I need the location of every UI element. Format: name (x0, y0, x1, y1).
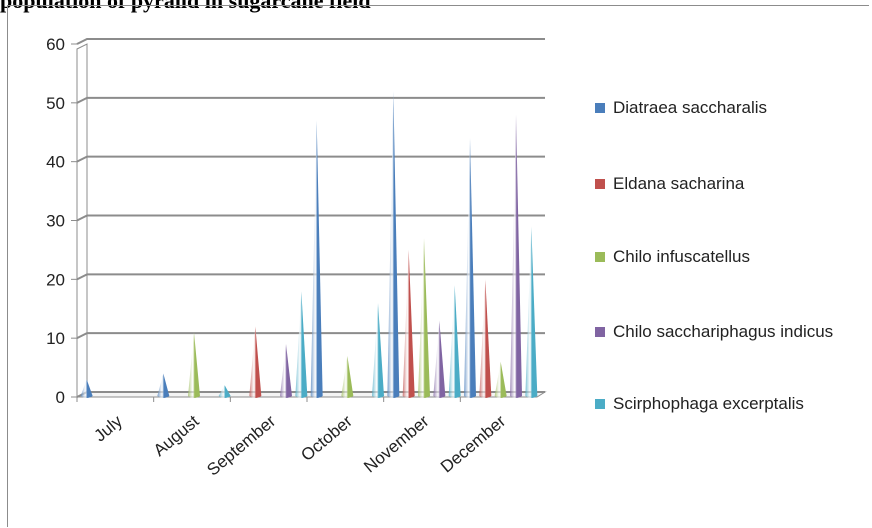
bar-cone (387, 91, 400, 399)
chart-frame (7, 5, 869, 527)
y-gridline (76, 214, 545, 222)
bar-cone (341, 355, 354, 398)
bar-cone (448, 285, 461, 398)
legend-swatch (595, 327, 605, 337)
bar-cone (80, 379, 93, 398)
legend-label: Scirphophaga excerptalis (613, 394, 804, 413)
y-tick-label: 0 (56, 388, 65, 407)
legend-label: Chilo sacchariphagus indicus (613, 322, 834, 341)
legend-item: Diatraea saccharalis (595, 96, 863, 120)
bar-cone (372, 302, 384, 398)
bar-cone (479, 279, 492, 398)
y-tick-label: 60 (46, 35, 65, 54)
legend-item: Eldana sacharina (595, 172, 863, 196)
bar-cone (510, 114, 522, 398)
x-tick-label: October (297, 411, 356, 465)
bar-cone (525, 226, 538, 398)
bar-cone (464, 138, 476, 398)
legend-label: Diatraea saccharalis (613, 98, 768, 117)
bar-cone (249, 326, 262, 398)
bar-cone (310, 120, 323, 398)
bar-cone (295, 291, 308, 398)
y-tick-label: 10 (46, 329, 65, 348)
bar-cone (188, 332, 200, 398)
legend-label: Eldana sacharina (613, 174, 745, 193)
y-tick-label: 50 (46, 94, 65, 113)
x-tick-label: July (91, 411, 127, 445)
bar-cone (218, 385, 231, 398)
y-gridline (76, 96, 545, 104)
bar-cone (433, 320, 446, 398)
page-title: population of pyralid in sugarcane field (0, 0, 371, 13)
y-tick-label: 20 (46, 270, 65, 289)
y-gridline (76, 332, 545, 340)
x-tick-label: November (360, 411, 433, 476)
bar-cone (494, 361, 507, 398)
bar-cone (418, 238, 430, 398)
legend-swatch (595, 252, 605, 262)
legend-item: Chilo infuscatellus (595, 245, 863, 269)
x-tick-label: September (203, 411, 279, 479)
legend-swatch (595, 399, 605, 409)
legend-label: Chilo infuscatellus (613, 247, 751, 266)
legend-item: Scirphophaga excerptalis (595, 392, 863, 416)
x-tick-label: December (437, 411, 510, 476)
bar-cone (280, 344, 292, 398)
legend-swatch (595, 179, 605, 189)
legend-swatch (595, 103, 605, 113)
y-tick-label: 40 (46, 153, 65, 172)
y-gridline (76, 38, 545, 45)
bar-cone (157, 373, 170, 398)
y-tick-label: 30 (46, 212, 65, 231)
y-gridline (76, 273, 545, 281)
y-gridline (76, 155, 545, 163)
legend-item: Chilo sacchariphagus indicus (595, 320, 863, 344)
bar-cone (402, 249, 415, 398)
x-tick-label: August (150, 411, 203, 460)
